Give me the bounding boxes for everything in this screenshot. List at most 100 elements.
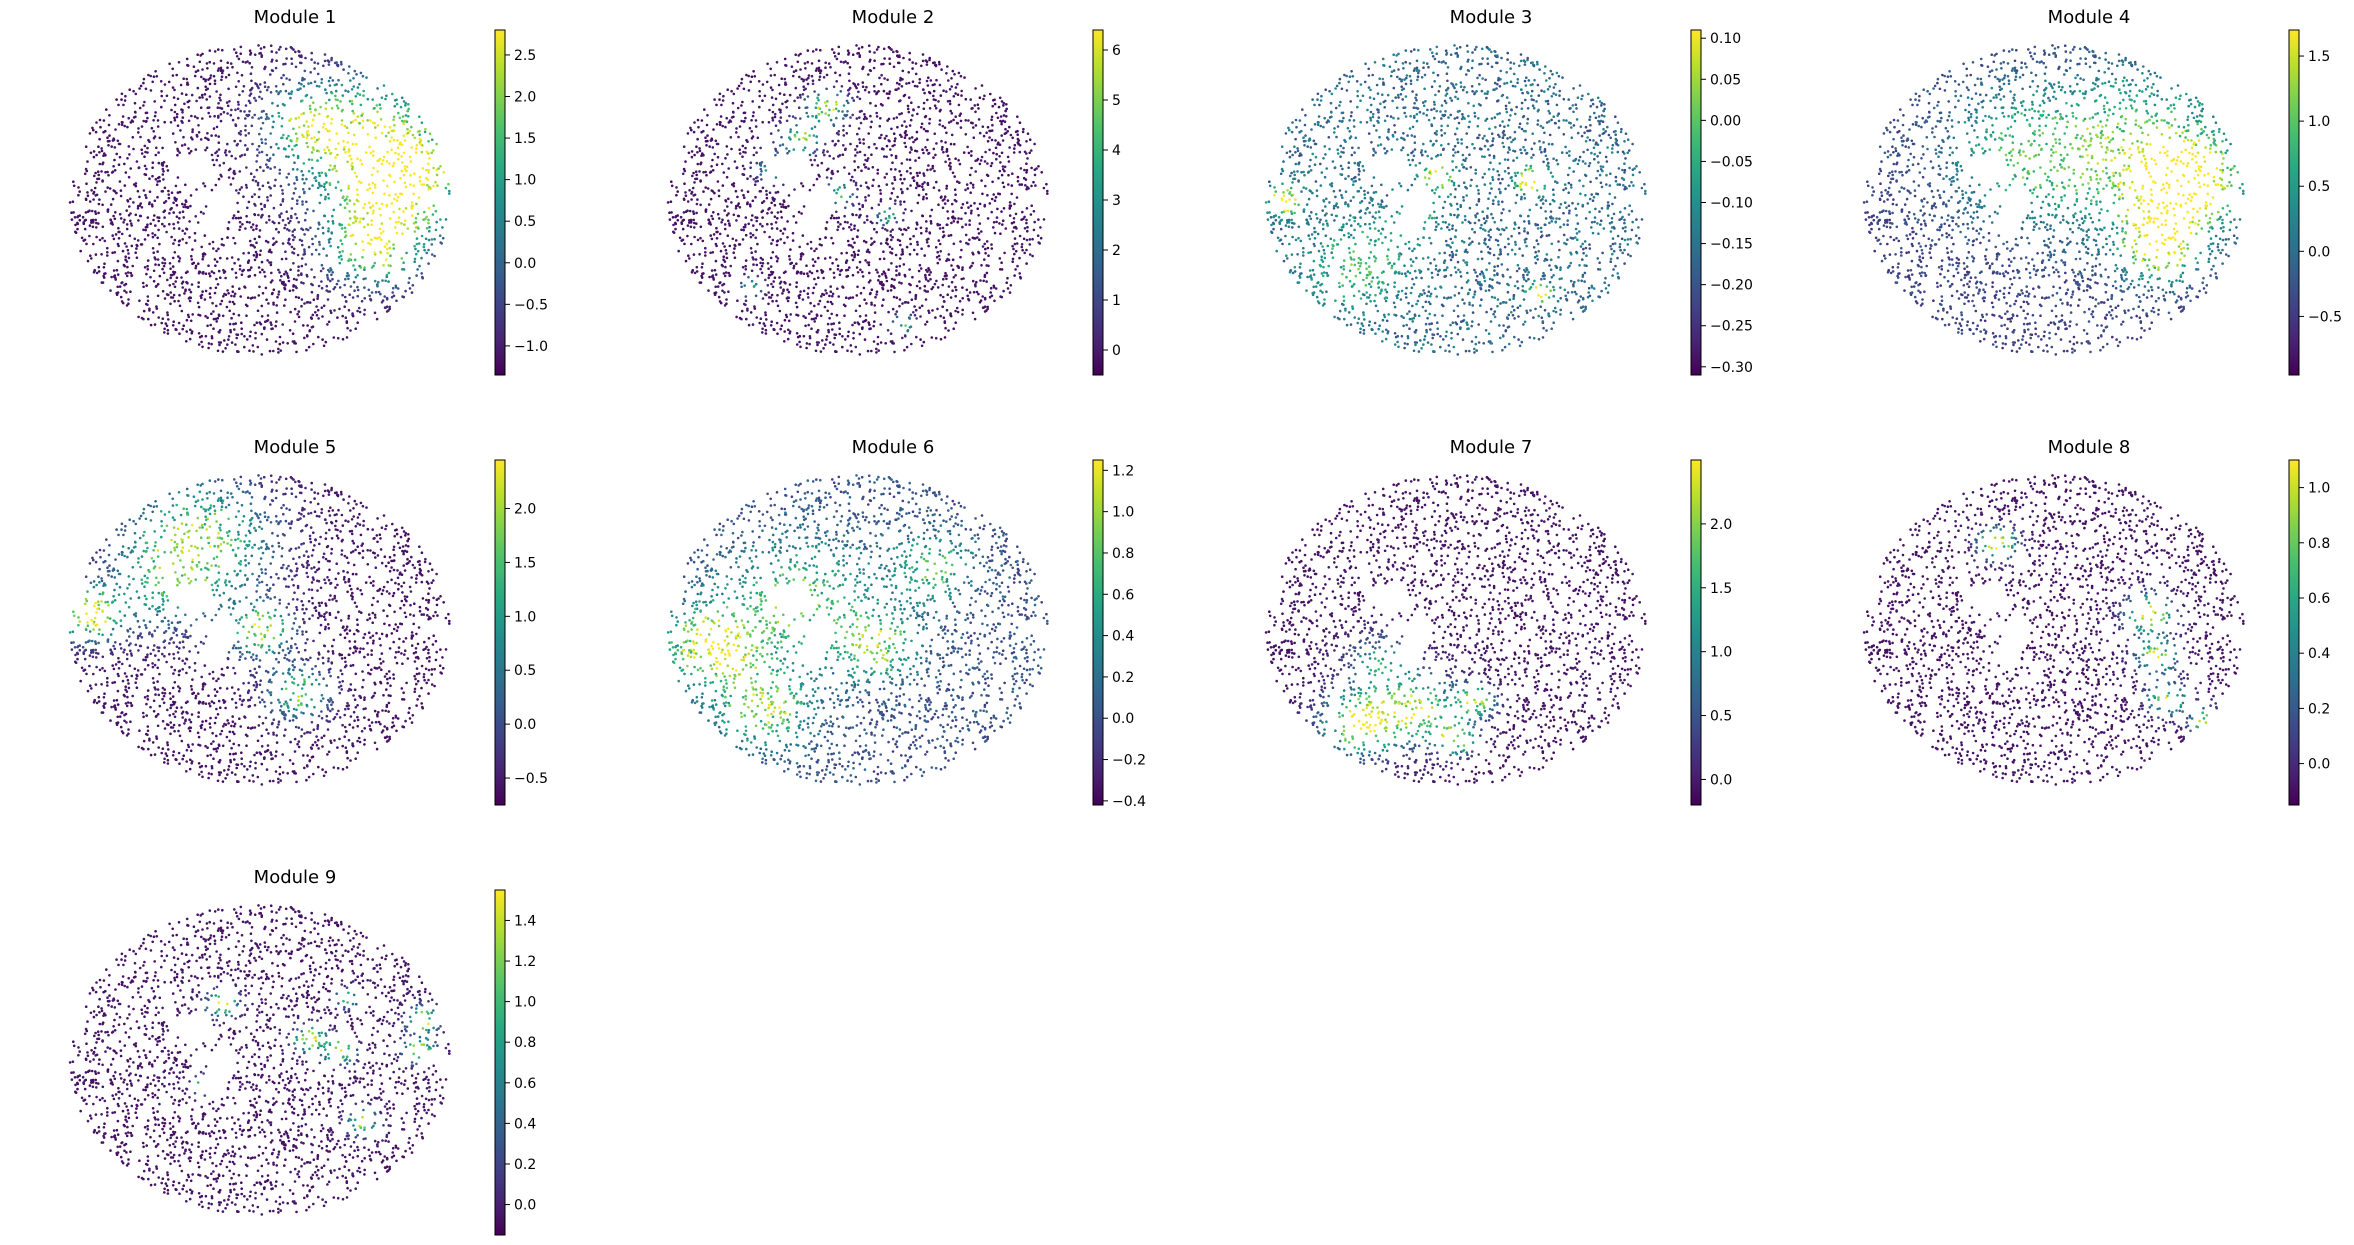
scatter-point xyxy=(1438,252,1441,255)
scatter-point xyxy=(263,271,266,274)
scatter-point xyxy=(873,228,876,231)
scatter-point xyxy=(798,246,801,249)
scatter-point xyxy=(423,243,426,246)
scatter-point xyxy=(425,252,428,255)
scatter-point xyxy=(894,178,897,181)
scatter-point xyxy=(947,199,950,202)
scatter-point xyxy=(875,351,878,354)
scatter-point xyxy=(379,251,382,254)
scatter-point xyxy=(931,167,934,170)
scatter-point xyxy=(687,200,690,203)
scatter-point xyxy=(945,278,948,281)
scatter-point xyxy=(1013,147,1016,150)
scatter-point xyxy=(923,174,926,177)
scatter-point xyxy=(152,161,155,164)
scatter-point xyxy=(432,204,435,207)
scatter-point xyxy=(289,290,292,293)
scatter-point xyxy=(217,115,220,118)
scatter-point xyxy=(850,350,853,353)
scatter-point xyxy=(852,274,855,277)
scatter-point xyxy=(1559,266,1562,269)
scatter-point xyxy=(1043,218,1046,221)
scatter-point xyxy=(887,290,890,293)
scatter-point xyxy=(344,89,347,92)
scatter-point xyxy=(251,143,254,146)
scatter-point xyxy=(766,197,769,200)
scatter-point xyxy=(853,224,856,227)
scatter-point xyxy=(312,148,315,151)
scatter-point xyxy=(818,79,821,82)
scatter-point xyxy=(857,254,860,257)
scatter-point xyxy=(939,243,942,246)
scatter-point xyxy=(796,96,799,99)
scatter-point xyxy=(213,115,216,118)
scatter-point xyxy=(208,61,211,64)
scatter-point xyxy=(981,193,984,196)
scatter-point xyxy=(338,223,341,226)
scatter-point xyxy=(322,126,325,129)
scatter-point xyxy=(918,270,921,273)
scatter-point xyxy=(752,263,755,266)
scatter-point xyxy=(1022,128,1025,131)
scatter-point xyxy=(350,285,353,288)
scatter-point xyxy=(300,273,303,276)
scatter-point xyxy=(431,253,434,256)
scatter-point xyxy=(348,293,351,296)
scatter-point xyxy=(146,223,149,226)
scatter-point xyxy=(358,221,361,224)
scatter-point xyxy=(810,247,813,250)
scatter-point xyxy=(135,244,138,247)
scatter-point xyxy=(236,72,239,75)
scatter-point xyxy=(892,308,895,311)
scatter-point xyxy=(712,128,715,131)
scatter-point xyxy=(117,104,120,107)
scatter-point xyxy=(715,273,718,276)
scatter-point xyxy=(293,182,296,185)
scatter-point xyxy=(362,278,365,281)
scatter-point xyxy=(290,118,293,121)
scatter-point xyxy=(855,310,858,313)
scatter-point xyxy=(827,323,830,326)
scatter-point xyxy=(211,189,214,192)
scatter-point xyxy=(386,252,389,255)
panel-title: Module 1 xyxy=(254,7,337,28)
scatter-point xyxy=(191,283,194,286)
scatter-point xyxy=(261,315,264,318)
scatter-point xyxy=(351,100,354,103)
scatter-point xyxy=(311,124,314,127)
scatter-point xyxy=(1019,277,1022,280)
scatter-point xyxy=(329,84,332,87)
scatter-point xyxy=(249,275,252,278)
scatter-point xyxy=(909,184,912,187)
scatter-point xyxy=(354,210,357,213)
scatter-point xyxy=(202,253,205,256)
scatter-point xyxy=(794,135,797,138)
scatter-point xyxy=(299,87,302,90)
scatter-point xyxy=(741,155,744,158)
scatter-point xyxy=(869,50,872,53)
scatter-point xyxy=(396,139,399,142)
scatter-point xyxy=(172,202,175,205)
scatter-point xyxy=(726,88,729,91)
scatter-point xyxy=(949,312,952,315)
scatter-point xyxy=(254,53,257,56)
scatter-point xyxy=(329,182,332,185)
scatter-point xyxy=(307,301,310,304)
scatter-point xyxy=(97,145,100,148)
scatter-point xyxy=(966,295,969,298)
scatter-point xyxy=(413,222,416,225)
scatter-point xyxy=(395,285,398,288)
scatter-point xyxy=(420,257,423,260)
scatter-point xyxy=(258,96,261,99)
scatter-point xyxy=(1499,233,1502,236)
scatter-point xyxy=(185,272,188,275)
scatter-point xyxy=(965,98,968,101)
scatter-point xyxy=(205,290,208,293)
scatter-point xyxy=(291,148,294,151)
scatter-point xyxy=(900,324,903,327)
scatter-point xyxy=(144,266,147,269)
scatter-point xyxy=(694,178,697,181)
scatter-point xyxy=(777,257,780,260)
scatter-point xyxy=(394,193,397,196)
scatter-point xyxy=(234,157,237,160)
